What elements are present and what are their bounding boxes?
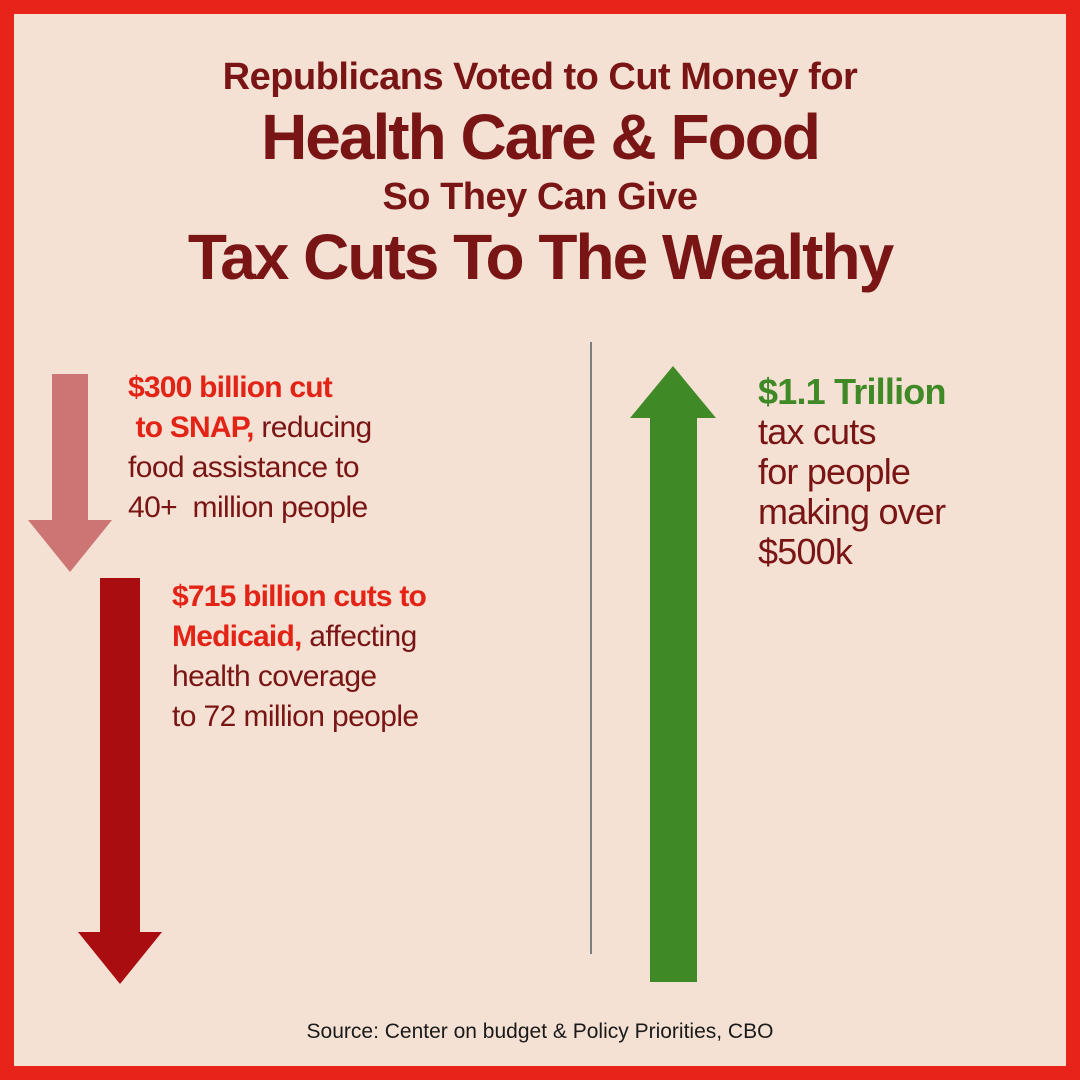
headline-line-3: So They Can Give (382, 176, 698, 218)
snap-amount: $300 billion cut (128, 371, 333, 404)
medicaid-line-4: to 72 million people (172, 700, 419, 733)
snap-arrow-down-icon (28, 374, 112, 572)
medicaid-arrow-down-icon (78, 578, 162, 984)
column-divider (590, 342, 592, 954)
headline-line-2: Health Care & Food (261, 101, 821, 173)
snap-line-1: $300 billion cut (128, 368, 372, 408)
medicaid-cut-text: $715 billion cuts to Medicaid, affecting… (172, 577, 427, 737)
medicaid-program: Medicaid, (172, 620, 302, 653)
headline-line-1: Republicans Voted to Cut Money for (222, 56, 858, 98)
snap-line-3: food assistance to (128, 451, 360, 484)
medicaid-line-2-rest: affecting (301, 620, 417, 653)
medicaid-line-1: $715 billion cuts to (172, 577, 427, 617)
headline-line-4: Tax Cuts To The Wealthy (187, 221, 894, 293)
source-citation: Source: Center on budget & Policy Priori… (306, 1020, 774, 1043)
infographic-canvas: Republicans Voted to Cut Money for Healt… (14, 14, 1066, 1066)
snap-cut-text: $300 billion cut to SNAP, reducing food … (128, 368, 372, 528)
snap-line-2: to SNAP, reducing (128, 408, 373, 448)
snap-line-4: 40+ million people (128, 491, 368, 524)
tax-cuts-line-4: making over (758, 491, 946, 532)
medicaid-line-3: health coverage (172, 660, 377, 693)
tax-cuts-arrow-up-icon (630, 366, 716, 982)
medicaid-line-2: Medicaid, affecting (172, 617, 426, 657)
medicaid-amount: $715 billion cuts to (172, 580, 427, 613)
tax-cuts-line-3: for people (758, 451, 911, 492)
tax-cuts-line-5: $500k (758, 531, 853, 572)
tax-cuts-text: $1.1 Trillion tax cuts for people making… (758, 372, 946, 572)
snap-line-2-rest: reducing (253, 411, 372, 444)
tax-cuts-amount: $1.1 Trillion (758, 371, 946, 412)
snap-program: to SNAP, (128, 411, 255, 444)
tax-cuts-line-2: tax cuts (758, 411, 876, 452)
